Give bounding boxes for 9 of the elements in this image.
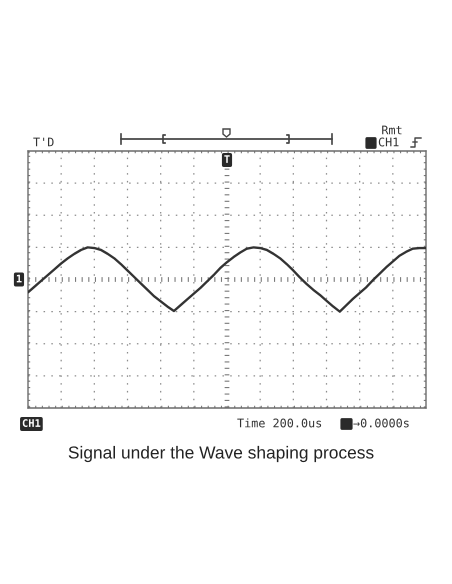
text: →0.0000s — [353, 418, 409, 428]
ref-line-label: 1 — [16, 274, 22, 282]
text: Time 200.0us — [237, 418, 322, 428]
text: CH1 — [378, 138, 399, 146]
text: Signal under the Wave shaping process — [68, 446, 374, 462]
text: Rmt — [382, 126, 402, 134]
text: T — [224, 155, 230, 163]
text: T'D — [33, 138, 54, 146]
text: CH1 — [22, 419, 40, 428]
